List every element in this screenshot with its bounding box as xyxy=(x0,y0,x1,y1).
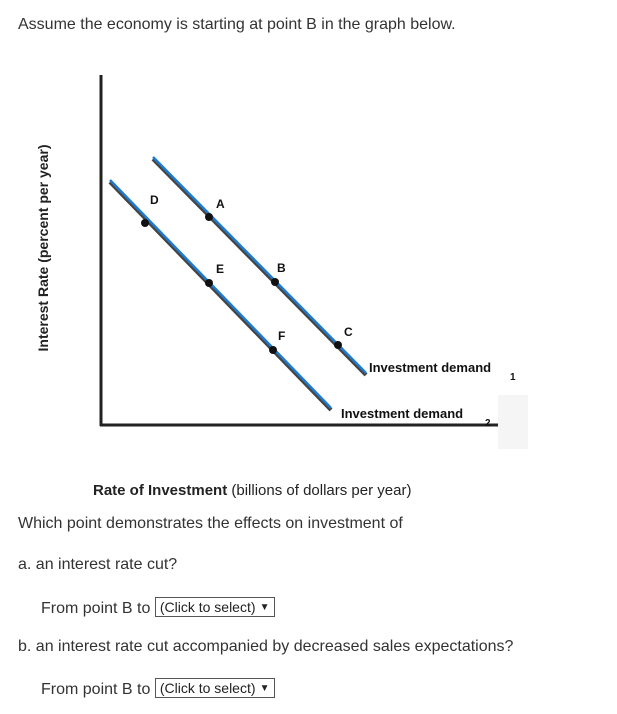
part-b-select[interactable]: (Click to select) ▼ xyxy=(154,678,275,698)
part-a-label: a. an interest rate cut? xyxy=(18,556,178,573)
point-label-b: B xyxy=(277,261,286,275)
investment-demand-graph: D A E B F C Investment demand 1 Investme… xyxy=(99,75,528,449)
intro-text: Assume the economy is starting at point … xyxy=(18,16,456,33)
point-a xyxy=(205,213,213,221)
part-b-select-value: (Click to select) xyxy=(159,680,256,696)
x-axis-label: Rate of Investment (billions of dollars … xyxy=(93,482,411,499)
question-text: Which point demonstrates the effects on … xyxy=(18,515,403,532)
curve2-subscript: 2 xyxy=(485,418,491,429)
point-label-c: C xyxy=(344,325,353,339)
point-label-e: E xyxy=(216,262,224,276)
investment-demand-2-shadow xyxy=(108,180,333,412)
part-a-row: From point B to (Click to select) ▼ xyxy=(41,597,275,618)
part-a-prefix: From point B to xyxy=(41,600,151,617)
point-b xyxy=(271,278,279,286)
part-b-row: From point B to (Click to select) ▼ xyxy=(41,678,275,699)
point-label-a: A xyxy=(216,197,225,211)
y-axis-label: Interest Rate (percent per year) xyxy=(35,144,51,352)
part-a-select[interactable]: (Click to select) ▼ xyxy=(154,597,275,617)
part-b-prefix: From point B to xyxy=(41,681,151,698)
investment-demand-2-curve xyxy=(109,179,332,409)
point-e xyxy=(205,279,213,287)
chevron-down-icon: ▼ xyxy=(259,602,270,613)
curve1-label: Investment demand xyxy=(369,360,491,375)
point-label-d: D xyxy=(150,193,159,207)
point-label-f: F xyxy=(278,329,285,343)
curve2-label-bg xyxy=(498,395,528,449)
curve1-subscript: 1 xyxy=(510,372,516,383)
part-a-select-value: (Click to select) xyxy=(159,599,256,615)
investment-demand-1-curve xyxy=(152,156,367,374)
x-axis-label-bold: Rate of Investment xyxy=(93,482,228,499)
chevron-down-icon: ▼ xyxy=(259,683,270,694)
investment-demand-1-shadow xyxy=(151,157,368,377)
curve2-label: Investment demand xyxy=(341,406,463,421)
point-d xyxy=(141,219,149,227)
point-c xyxy=(334,341,342,349)
x-axis-label-rest: (billions of dollars per year) xyxy=(227,482,412,499)
point-f xyxy=(269,346,277,354)
part-b-label: b. an interest rate cut accompanied by d… xyxy=(18,638,514,655)
